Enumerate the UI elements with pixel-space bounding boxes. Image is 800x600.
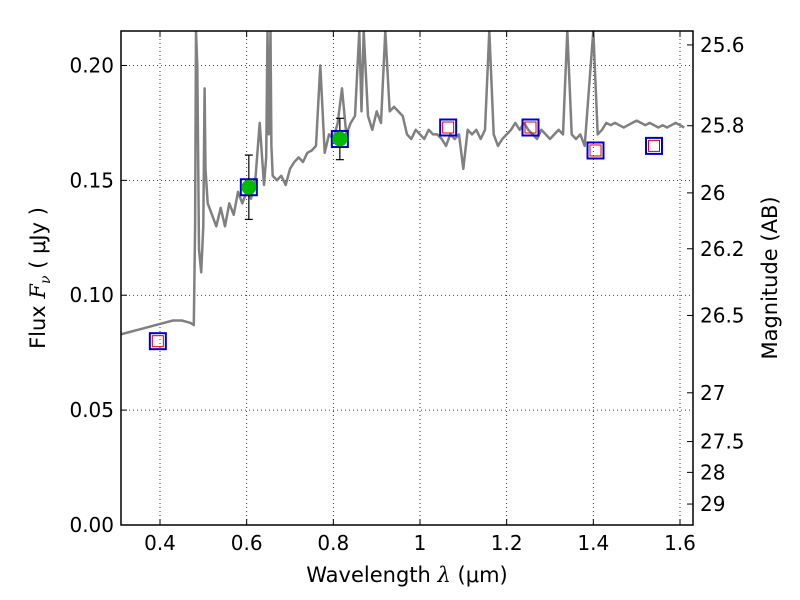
y2-tick-label: 28 <box>700 460 725 484</box>
plot-frame <box>120 30 694 526</box>
x-tick-label: 0.8 <box>317 531 349 555</box>
sed-model-line <box>121 31 685 336</box>
y-tick-label: 0.00 <box>69 513 114 537</box>
model-photometry-marker <box>521 118 540 137</box>
y-tick-label: 0.05 <box>69 398 114 422</box>
y-tick-label: 0.20 <box>69 53 114 77</box>
plot-area <box>121 31 685 351</box>
model-photometry-marker <box>586 141 605 160</box>
x-tick-label: 0.4 <box>144 531 176 555</box>
x-tick-label: 1 <box>414 531 427 555</box>
model-photometry-marker <box>148 332 167 351</box>
model-photometry-marker <box>439 118 458 137</box>
observed-point <box>241 179 257 195</box>
y2-tick-label: 26.2 <box>700 237 745 261</box>
grid-lines <box>121 31 693 526</box>
upper-limit-marker <box>442 121 455 134</box>
x-tick-label: 1.4 <box>577 531 609 555</box>
y2-tick-label: 26.5 <box>700 303 745 327</box>
x-tick-label: 1.2 <box>491 531 523 555</box>
y2-tick-label: 27 <box>700 381 725 405</box>
model-photometry-marker <box>645 136 663 155</box>
y-tick-label: 0.15 <box>69 168 114 192</box>
upper-limit-marker <box>151 335 164 348</box>
observed-point <box>332 131 348 147</box>
y2-axis-label: Magnitude (AB) <box>758 196 782 359</box>
y-tick-label: 0.10 <box>69 283 114 307</box>
upper-limit-marker <box>524 121 537 134</box>
x-tick-label: 0.6 <box>231 531 263 555</box>
axis-ticks: 0.4 0.6 0.8 1 1.2 1.4 1.6 0.00 0.05 0.10 0.15 0.20 2… <box>69 31 745 555</box>
y2-tick-label: 29 <box>700 492 725 516</box>
y-axis-label: Flux Fν ( μJy ) <box>26 207 54 349</box>
y2-tick-label: 27.5 <box>700 430 745 454</box>
y2-tick-label: 25.6 <box>700 33 745 57</box>
y2-tick-label: 26 <box>700 181 725 205</box>
y2-tick-label: 25.8 <box>700 114 745 138</box>
x-axis-label: Wavelength λ (μm) <box>306 563 507 587</box>
x-tick-label: 1.6 <box>664 531 696 555</box>
upper-limit-marker <box>589 144 602 157</box>
upper-limit-marker <box>648 139 660 152</box>
